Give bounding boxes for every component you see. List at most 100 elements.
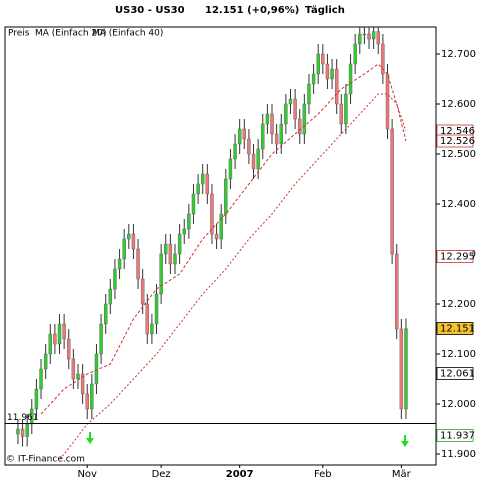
candle-body <box>85 393 89 410</box>
candle-body <box>53 333 57 345</box>
price-marker-label: 12.295 <box>440 252 475 263</box>
candle-body <box>339 103 344 125</box>
candle-body <box>113 268 117 290</box>
legend-entry: Preis <box>8 29 30 39</box>
y-tick-label: 12.000 <box>441 399 476 410</box>
legend-entry: MA (Einfach 20) <box>35 29 106 39</box>
candle-body <box>261 123 265 150</box>
candle-body <box>131 233 136 250</box>
candle-body <box>122 238 126 260</box>
candle-body <box>25 423 29 437</box>
y-tick-label: 12.200 <box>441 299 476 310</box>
candle-body <box>71 358 76 380</box>
candle-body <box>334 68 339 105</box>
candle-body <box>330 68 334 80</box>
price-marker <box>436 367 474 380</box>
candle-body <box>201 173 205 185</box>
candle-body <box>274 133 279 145</box>
plot-area <box>4 26 437 466</box>
candle-body <box>127 233 131 240</box>
candle-body <box>307 83 311 105</box>
moving-average <box>59 93 407 460</box>
candle-body <box>298 118 302 135</box>
candle-body <box>99 323 103 355</box>
moving-average <box>40 63 407 415</box>
candle-body <box>196 183 200 195</box>
price-marker <box>436 134 474 148</box>
candle-body <box>284 103 288 125</box>
x-tick-label: 2007 <box>226 469 254 480</box>
candle-body <box>362 33 367 36</box>
candle-body <box>205 173 210 195</box>
candle-body <box>256 148 260 170</box>
candle-body <box>265 113 270 125</box>
candle-body <box>34 388 39 410</box>
candle-body <box>48 333 52 355</box>
candle-body <box>20 428 25 437</box>
signal-arrow <box>86 432 94 444</box>
candle-body <box>168 243 173 265</box>
candle-body <box>344 93 348 125</box>
candle-body <box>371 31 376 40</box>
legend-entry: MA (Einfach 40) <box>92 29 163 39</box>
candle-body <box>219 213 223 240</box>
price-marker <box>436 250 474 263</box>
candle-body <box>187 213 191 230</box>
candle-body <box>104 303 108 325</box>
copyright: © IT-Finance.com <box>6 455 85 465</box>
candle-body <box>233 143 237 160</box>
candle-body <box>43 353 48 370</box>
candle-body <box>288 98 293 105</box>
signal-arrow <box>401 435 409 447</box>
candle-body <box>399 328 404 410</box>
candle-body <box>367 33 371 40</box>
plot-layer <box>16 27 408 460</box>
candle-body <box>404 328 408 410</box>
candle-body <box>164 243 168 255</box>
candle-body <box>76 373 80 380</box>
price-marker-label: 11.937 <box>440 431 475 442</box>
candle-body <box>242 128 246 140</box>
x-tick-label: Mär <box>392 469 412 480</box>
candle-body <box>302 103 307 135</box>
candle-body <box>182 228 186 235</box>
candle-body <box>140 278 145 305</box>
candle-body <box>247 138 251 155</box>
candle-body <box>279 123 283 145</box>
y-tick-label: 12.400 <box>441 199 476 210</box>
x-tick-label: Dez <box>152 469 171 480</box>
candle-body <box>385 73 390 130</box>
candle-body <box>67 338 71 360</box>
candle-body <box>237 128 242 145</box>
candle-body <box>358 33 362 45</box>
candle-body <box>316 53 320 75</box>
candle-body <box>150 323 154 335</box>
price-label: 12.151 (+0,96%) <box>205 5 299 16</box>
candle-body <box>376 31 380 45</box>
candle-body <box>57 323 62 345</box>
candle-body <box>251 153 256 170</box>
candle-body <box>177 233 182 255</box>
candle-body <box>311 73 316 85</box>
candle-body <box>224 178 228 215</box>
candle-body <box>228 158 233 180</box>
candle-body <box>214 233 219 240</box>
candle-body <box>117 258 122 270</box>
candle-body <box>159 253 163 295</box>
y-tick-label: 12.100 <box>441 349 476 360</box>
y-tick-label: 12.700 <box>441 49 476 60</box>
x-tick-label: Nov <box>77 469 97 480</box>
price-marker-label: 12.546 <box>440 126 475 137</box>
candle-body <box>293 98 297 120</box>
candle-body <box>154 293 159 325</box>
price-marker <box>436 429 474 442</box>
candle-body <box>210 193 214 235</box>
y-tick-label: 11.900 <box>441 449 476 460</box>
candle-body <box>390 128 394 255</box>
candle-body <box>94 353 99 385</box>
price-marker <box>436 322 474 335</box>
price-marker-label: 12.526 <box>440 136 475 147</box>
candle-body <box>173 253 177 265</box>
candle-body <box>136 248 140 280</box>
